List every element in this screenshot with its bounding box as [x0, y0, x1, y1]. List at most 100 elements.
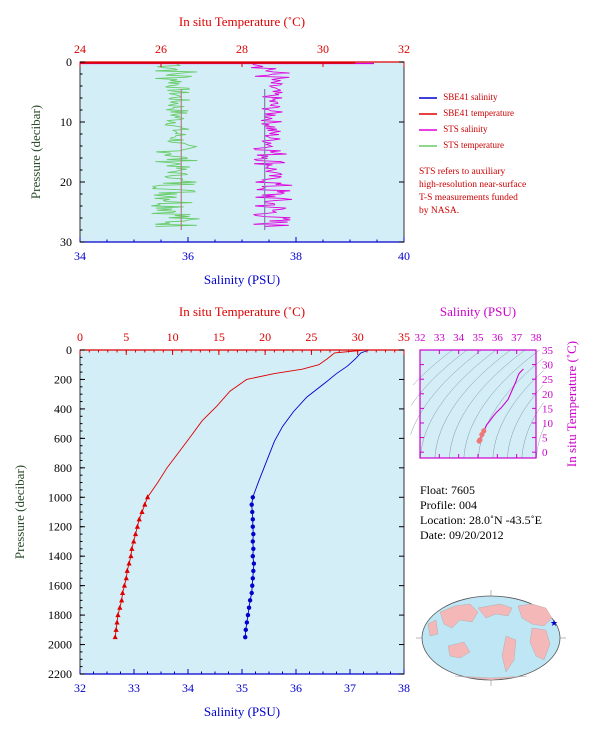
- temperature-marker: [119, 597, 125, 603]
- main-temperature-tick-label: 30: [352, 330, 364, 344]
- density-contour: [507, 384, 544, 459]
- main-temperature-tick-label: 20: [259, 330, 271, 344]
- ts-temperature-tick-label: 25: [542, 374, 554, 386]
- float-location-star-icon: ★: [550, 618, 558, 628]
- float-number: Float: 7605: [420, 483, 476, 497]
- temperature-marker: [131, 538, 137, 544]
- temperature-marker: [144, 494, 151, 500]
- top-plot-area: [80, 62, 404, 242]
- main-pressure-tick-label: 1200: [48, 520, 72, 534]
- salinity-marker: [250, 524, 255, 529]
- density-contour: [463, 349, 540, 459]
- note-line: high-resolution near-surface: [419, 180, 527, 190]
- salinity-marker: [243, 634, 248, 640]
- legend-swatch: [419, 145, 437, 147]
- salinity-marker: [246, 605, 252, 610]
- profile-number: Profile: 004: [420, 498, 477, 512]
- main-salinity-tick-label: 38: [398, 681, 410, 695]
- temperature-marker: [128, 553, 134, 559]
- ts-salinity-tick-label: 32: [415, 332, 426, 344]
- land-antarctica: [454, 675, 528, 681]
- top-pressure-tick-label: 20: [60, 175, 72, 189]
- ts-temperature-tick-label: 15: [542, 403, 554, 415]
- land-australia: [447, 641, 471, 659]
- legend-swatch: [419, 113, 437, 115]
- ts-salinity-tick-label: 33: [434, 332, 446, 344]
- density-contour: [536, 425, 545, 459]
- land-south-america: [501, 635, 517, 673]
- density-contour: [410, 349, 482, 435]
- salinity-marker: [250, 553, 255, 559]
- legend-entry-sbe41-temperature: SBE41 temperature: [419, 108, 514, 118]
- main-salinity-tick-label: 34: [182, 681, 194, 695]
- main-pressure-tick-label: 400: [54, 402, 72, 416]
- legend-label: STS temperature: [443, 140, 504, 150]
- top-temperature-tick-label: 32: [398, 42, 410, 56]
- top-temperature-tick-label: 26: [155, 42, 167, 56]
- land-asia: [439, 603, 479, 629]
- map-ticks: [416, 590, 566, 686]
- salinity-marker: [249, 590, 254, 596]
- salinity-marker: [244, 620, 250, 625]
- density-contour: [420, 349, 497, 459]
- ts-temperature-axis-title: In situ Temperature (˚C): [564, 341, 579, 467]
- ts-temperature-tick-label: 10: [542, 418, 554, 430]
- top-axes: 34 36 38 40 24 26 28 30 32 0 10 20 30: [60, 42, 410, 263]
- temperature-marker: [126, 560, 132, 566]
- salinity-marker: [250, 495, 255, 500]
- main-salinity-tick-label: 36: [290, 681, 302, 695]
- temperature-marker: [134, 523, 140, 529]
- temperature-marker: [136, 516, 142, 522]
- salinity-marker: [250, 509, 255, 515]
- top-temperature-tick-label: 28: [236, 42, 248, 56]
- temperature-marker: [124, 567, 130, 573]
- main-pressure-tick-label: 2200: [48, 667, 72, 681]
- main-temperature-tick-label: 10: [167, 330, 179, 344]
- salinity-marker: [251, 531, 256, 537]
- density-contour: [521, 402, 544, 459]
- salinity-marker: [250, 576, 255, 581]
- main-pressure-axis-title: Pressure (decibar): [12, 465, 27, 559]
- temperature-marker: [142, 501, 148, 507]
- ts-axes: 32 33 34 35 36 37 38 0 5 10 15 20 25 30 35: [415, 332, 554, 459]
- temperature-marker: [123, 575, 129, 581]
- salinity-marker: [250, 539, 255, 544]
- legend-label: STS salinity: [443, 124, 488, 134]
- density-contour: [410, 349, 468, 406]
- temperature-marker: [129, 545, 135, 551]
- temperature-marker: [115, 612, 121, 618]
- land-europe: [517, 603, 553, 627]
- main-temperature-tick-label: 35: [398, 330, 410, 344]
- main-plot-area: [80, 350, 404, 674]
- temperature-marker: [121, 582, 128, 588]
- ts-temperature-tick-label: 35: [542, 345, 554, 357]
- world-map: ★: [416, 590, 566, 686]
- ts-temperature-tick-label: 0: [542, 447, 548, 459]
- top-pressure-tick-label: 30: [60, 235, 72, 249]
- top-pressure-tick-label: 0: [66, 55, 72, 69]
- main-salinity-tick-label: 37: [344, 681, 356, 695]
- sts-temperature-trace: [151, 63, 200, 227]
- top-salinity-tick-label: 40: [398, 249, 410, 263]
- temperature-profile-line: [114, 349, 366, 638]
- main-pressure-tick-label: 1400: [48, 549, 72, 563]
- ts-panel: 32 33 34 35 36 37 38 0 5 10 15 20 25 30 35 Salinity (P…: [410, 304, 579, 467]
- top-salinity-axis-title: Salinity (PSU): [204, 272, 280, 287]
- top-salinity-tick-label: 34: [74, 249, 86, 263]
- ts-deep-marker: [477, 437, 483, 443]
- salinity-marker: [249, 502, 254, 507]
- ts-deep-marker: [481, 428, 487, 434]
- note-line: STS refers to auxiliary: [419, 167, 506, 177]
- legend-entry-sts-salinity: STS salinity: [419, 124, 488, 134]
- ts-salinity-axis-title: Salinity (PSU): [440, 304, 516, 319]
- top-salinity-tick-label: 36: [182, 249, 194, 263]
- float-location: Location: 28.0˚N -43.5˚E: [420, 513, 542, 527]
- salinity-marker: [247, 598, 253, 603]
- top-sts-traces: [80, 62, 374, 230]
- ts-salinity-tick-label: 36: [492, 332, 504, 344]
- temperature-marker: [132, 531, 139, 537]
- main-salinity-axis-title: Salinity (PSU): [204, 704, 280, 719]
- density-contour: [412, 349, 453, 386]
- map-land: [427, 603, 553, 681]
